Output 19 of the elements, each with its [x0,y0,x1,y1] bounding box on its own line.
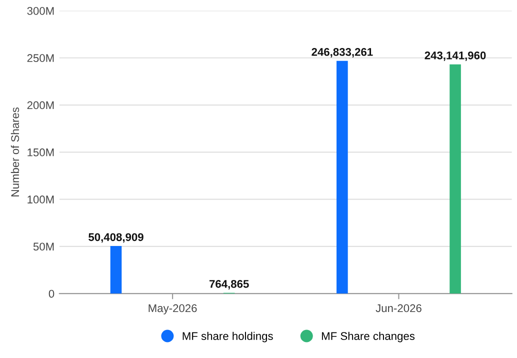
bar [450,64,461,294]
y-tick-label: 0 [48,290,54,298]
y-tick-label: 150M [28,148,54,156]
y-tick-label: 50M [33,242,54,251]
data-label: 246,833,261 [312,48,373,58]
bar [336,60,348,294]
bar [110,246,122,294]
legend-label: MF Share changes [322,332,415,342]
y-tick-label: 250M [27,54,54,62]
data-label: 764,865 [209,280,249,290]
y-axis-title: Number of Shares [10,107,20,196]
x-tick-label: Jun-2026 [376,304,422,312]
data-label: 50,408,909 [88,233,144,243]
legend-label: MF share holdings [182,332,273,342]
x-tick-label: May-2026 [148,304,197,314]
y-tick-label: 100M [28,196,54,204]
data-label: 243,141,960 [424,52,486,61]
y-tick-label: 300M [27,7,54,15]
y-tick-label: 200M [27,101,54,110]
